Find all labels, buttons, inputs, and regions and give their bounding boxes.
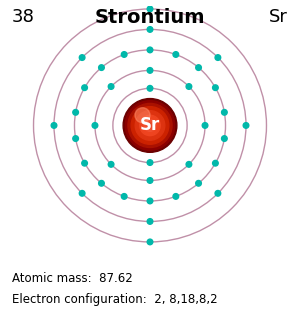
Circle shape (135, 111, 165, 140)
Circle shape (147, 160, 153, 165)
Circle shape (122, 194, 127, 199)
Circle shape (140, 115, 160, 136)
Circle shape (147, 239, 153, 245)
Text: Sr: Sr (269, 8, 288, 26)
Circle shape (147, 85, 153, 91)
Circle shape (222, 136, 227, 141)
Circle shape (147, 27, 153, 32)
Circle shape (122, 52, 127, 57)
Circle shape (196, 65, 201, 70)
Circle shape (202, 123, 208, 128)
Circle shape (135, 108, 150, 123)
Circle shape (51, 123, 57, 128)
Circle shape (82, 160, 87, 166)
Circle shape (123, 99, 177, 152)
Circle shape (73, 136, 78, 141)
Circle shape (147, 219, 153, 224)
Circle shape (173, 52, 178, 57)
Text: Electron configuration:  2, 8,18,8,2: Electron configuration: 2, 8,18,8,2 (12, 293, 217, 306)
Circle shape (147, 68, 153, 73)
Circle shape (79, 190, 85, 196)
Circle shape (79, 55, 85, 60)
Circle shape (144, 120, 156, 131)
Circle shape (131, 107, 169, 144)
Circle shape (147, 198, 153, 204)
Circle shape (215, 190, 221, 196)
Circle shape (147, 6, 153, 12)
Circle shape (213, 85, 218, 91)
Circle shape (147, 47, 153, 53)
Circle shape (73, 109, 78, 115)
Circle shape (128, 103, 172, 148)
Circle shape (186, 162, 192, 167)
Circle shape (108, 162, 114, 167)
Circle shape (82, 85, 87, 91)
Circle shape (215, 55, 221, 60)
Text: Sr: Sr (140, 116, 160, 134)
Circle shape (213, 160, 218, 166)
Text: Atomic mass:  87.62: Atomic mass: 87.62 (12, 272, 133, 285)
Circle shape (243, 123, 249, 128)
Circle shape (222, 109, 227, 115)
Circle shape (196, 180, 201, 186)
Circle shape (147, 178, 153, 183)
Circle shape (147, 123, 153, 128)
Circle shape (186, 84, 192, 89)
Circle shape (92, 123, 98, 128)
Circle shape (108, 84, 114, 89)
Text: Strontium: Strontium (95, 8, 205, 27)
Circle shape (125, 101, 175, 150)
Circle shape (99, 65, 104, 70)
Circle shape (99, 180, 104, 186)
Circle shape (173, 194, 178, 199)
Text: 38: 38 (12, 8, 35, 26)
